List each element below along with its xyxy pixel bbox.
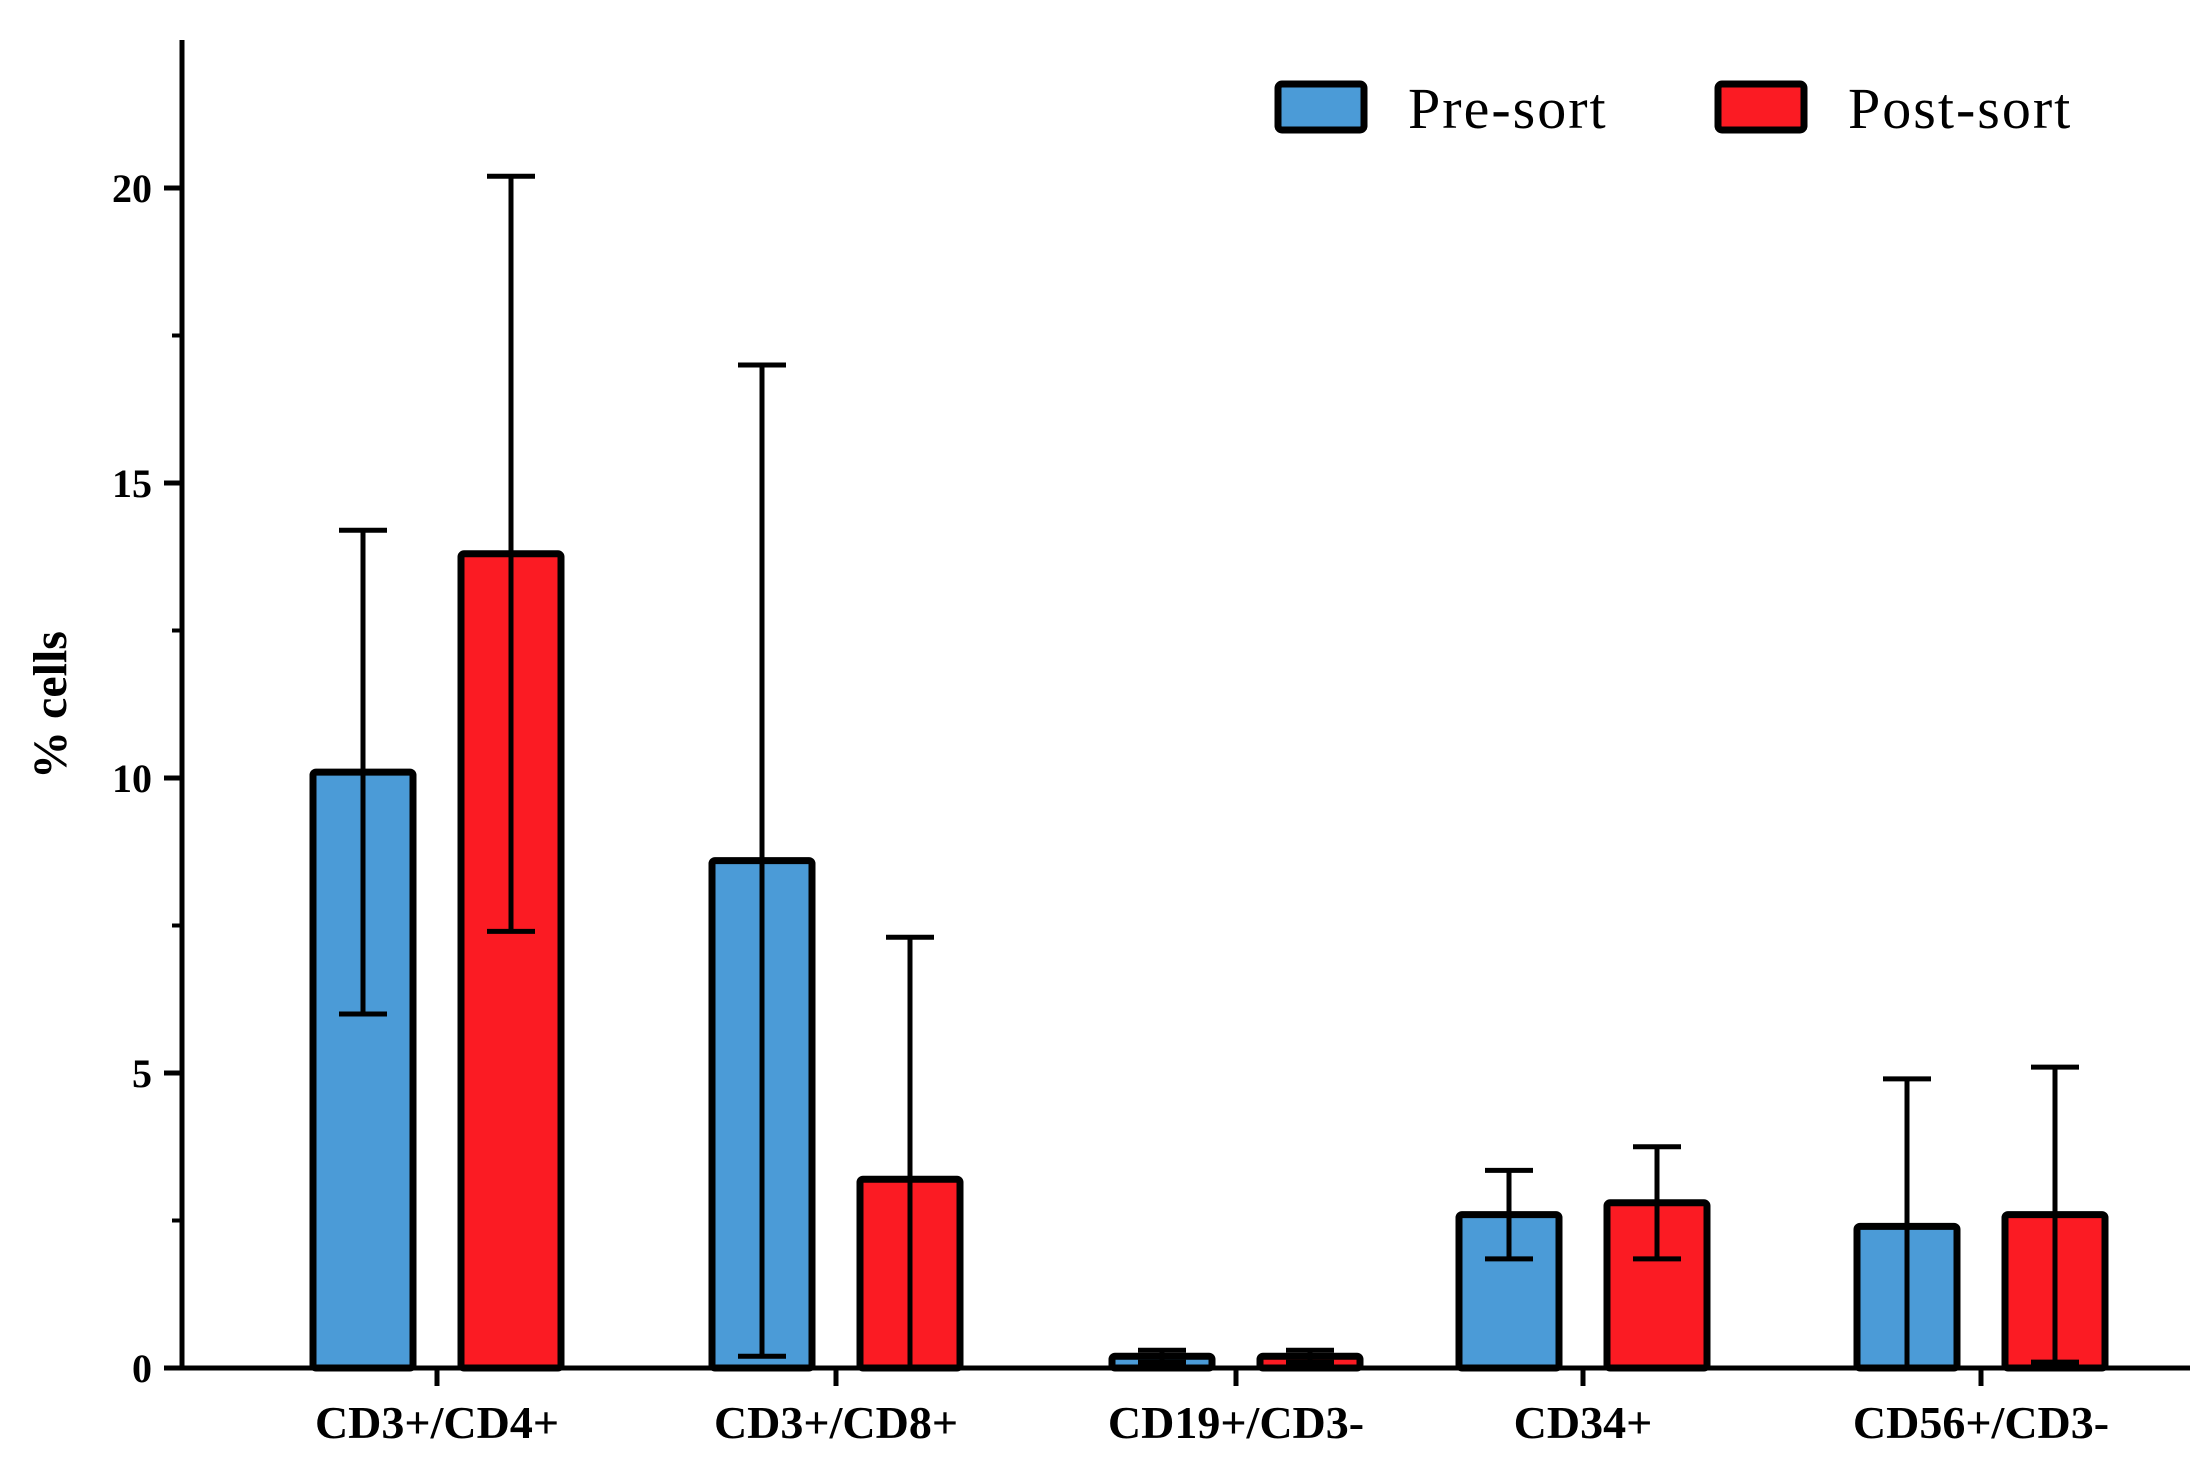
- error-bars-layer: [339, 173, 2079, 1368]
- legend-label-pre-sort: Pre-sort: [1408, 76, 1608, 141]
- x-category-label: CD3+/CD4+: [315, 1397, 559, 1448]
- x-ticks: CD3+/CD4+ CD3+/CD8+ CD19+/CD3- CD34+ CD56+/C…: [315, 1368, 2109, 1448]
- y-tick-label: 10: [112, 756, 152, 801]
- legend: Pre-sort Post-sort: [1274, 76, 2072, 141]
- x-category-label: CD34+: [1514, 1397, 1653, 1448]
- legend-swatch-pre-sort: [1274, 80, 1368, 134]
- x-category-label: CD56+/CD3-: [1853, 1397, 2109, 1448]
- x-category-label: CD19+/CD3-: [1108, 1397, 1364, 1448]
- y-ticks: 0 5 10 15 20: [112, 166, 182, 1391]
- y-axis-title: % cells: [24, 631, 77, 779]
- y-tick-label: 20: [112, 166, 152, 211]
- y-tick-label: 15: [112, 461, 152, 506]
- x-category-label: CD3+/CD8+: [714, 1397, 958, 1448]
- legend-label-post-sort: Post-sort: [1848, 76, 2072, 141]
- axes-layer: [179, 40, 2190, 1371]
- y-tick-label: 5: [132, 1051, 152, 1096]
- y-tick-label: 0: [132, 1346, 152, 1391]
- legend-swatch-post-sort: [1714, 80, 1808, 134]
- bars-layer: [309, 550, 2109, 1372]
